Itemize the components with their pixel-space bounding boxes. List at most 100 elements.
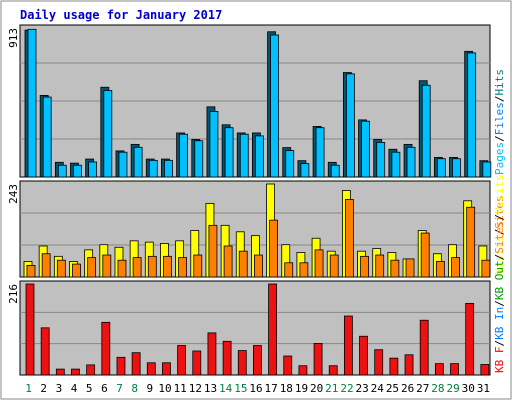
sites-bar [375, 254, 385, 278]
x-tick-label: 8 [131, 382, 138, 395]
x-tick-label: 3 [56, 382, 63, 395]
kb-bar [313, 343, 323, 376]
kb-bar [162, 362, 171, 376]
x-tick-label: 30 [462, 382, 475, 395]
kb-bar [177, 345, 187, 376]
visits-sites-panel: 243 Visits/Sites [7, 180, 506, 278]
files-bar [57, 164, 67, 178]
x-tick-label: 10 [158, 382, 171, 395]
sites-bar [147, 255, 157, 278]
x-tick-label: 9 [147, 382, 154, 395]
x-tick-label: 5 [86, 382, 93, 395]
kb-bar [389, 357, 399, 376]
files-bar [361, 120, 370, 178]
sites-bar [132, 257, 142, 278]
x-tick-label: 4 [71, 382, 78, 395]
files-bar [42, 96, 52, 178]
files-bar [285, 150, 295, 178]
legend-separator: / [493, 254, 506, 261]
x-tick-label: 11 [174, 382, 187, 395]
sites-bar [238, 250, 248, 278]
files-bar [270, 34, 279, 178]
sites-bar [435, 261, 445, 278]
files-bar [255, 135, 264, 178]
legend-item: KB F [493, 347, 506, 374]
kb-bar [283, 355, 293, 376]
sites-bar [284, 262, 294, 278]
x-tick-label: 2 [40, 382, 47, 395]
sites-bar [102, 254, 112, 278]
files-bar [406, 146, 416, 178]
legend-item: Pages [493, 142, 506, 175]
kb-bar [328, 365, 338, 376]
sites-bar [117, 259, 127, 278]
sites-bar [193, 254, 203, 278]
x-tick-label: 25 [386, 382, 399, 395]
x-tick-label: 29 [446, 382, 459, 395]
kb-bar [71, 368, 80, 376]
legend-item: Sites [493, 221, 506, 254]
sites-bar [299, 262, 309, 278]
files-bar [164, 159, 173, 178]
files-bar [224, 127, 234, 178]
legend-item: KB Out [493, 260, 506, 300]
kb-bar [55, 368, 65, 376]
sites-bar [451, 257, 460, 278]
x-tick-label: 26 [401, 382, 414, 395]
x-axis-tick-labels: 1 2 3 4 5 6 7 8 9 10 11 12 13 14 15 16 17 18 19 20 21 22 23 24 2… [25, 382, 490, 395]
y-max-label: 243 [7, 184, 20, 204]
sites-bar [41, 253, 51, 278]
legend-item: Visits [493, 235, 506, 275]
kb-bar [25, 283, 35, 376]
x-tick-label: 22 [340, 382, 353, 395]
kb-bar [116, 356, 126, 376]
kb-bar [40, 327, 50, 376]
x-tick-label: 24 [371, 382, 385, 395]
sites-bar [405, 258, 415, 278]
x-tick-label: 12 [189, 382, 202, 395]
sites-bar [269, 219, 278, 278]
kb-bar [207, 332, 217, 376]
legend-item: Hits [493, 69, 506, 96]
legend-item: KB In [493, 307, 506, 340]
files-bar [239, 133, 249, 178]
files-bar [73, 164, 82, 178]
sites-bar [56, 259, 66, 278]
x-tick-label: 1 [25, 382, 32, 395]
legend-separator: / [493, 300, 506, 307]
x-tick-label: 13 [204, 382, 217, 395]
kb-bar [268, 283, 277, 376]
kb-bar [359, 335, 368, 376]
files-bar [300, 163, 310, 178]
files-bar [376, 142, 386, 178]
files-bar [345, 73, 355, 178]
files-bar [179, 133, 189, 178]
x-tick-label: 23 [356, 382, 369, 395]
x-tick-label: 31 [477, 382, 490, 395]
files-bar [467, 52, 477, 178]
kb-bar [146, 362, 156, 376]
sites-bar [163, 255, 172, 278]
sites-bar [344, 199, 354, 278]
sites-bar [72, 263, 81, 278]
files-bar [103, 90, 113, 178]
files-bar [194, 140, 204, 178]
x-tick-label: 16 [249, 382, 262, 395]
sites-bar [329, 254, 339, 278]
files-bar [148, 159, 158, 178]
sites-bar [466, 206, 476, 278]
legend: Visits/Sites [493, 196, 506, 276]
kb-bar [101, 321, 111, 376]
x-tick-label: 27 [416, 382, 429, 395]
legend-separator: / [493, 229, 506, 236]
legend: Pages/Files/Hits [493, 69, 506, 175]
x-tick-label: 18 [280, 382, 293, 395]
sites-bar [314, 249, 324, 278]
legend-separator: / [493, 340, 506, 347]
files-bar [436, 158, 446, 178]
x-tick-label: 17 [265, 382, 278, 395]
files-bar [118, 151, 128, 178]
sites-bar [223, 245, 233, 278]
